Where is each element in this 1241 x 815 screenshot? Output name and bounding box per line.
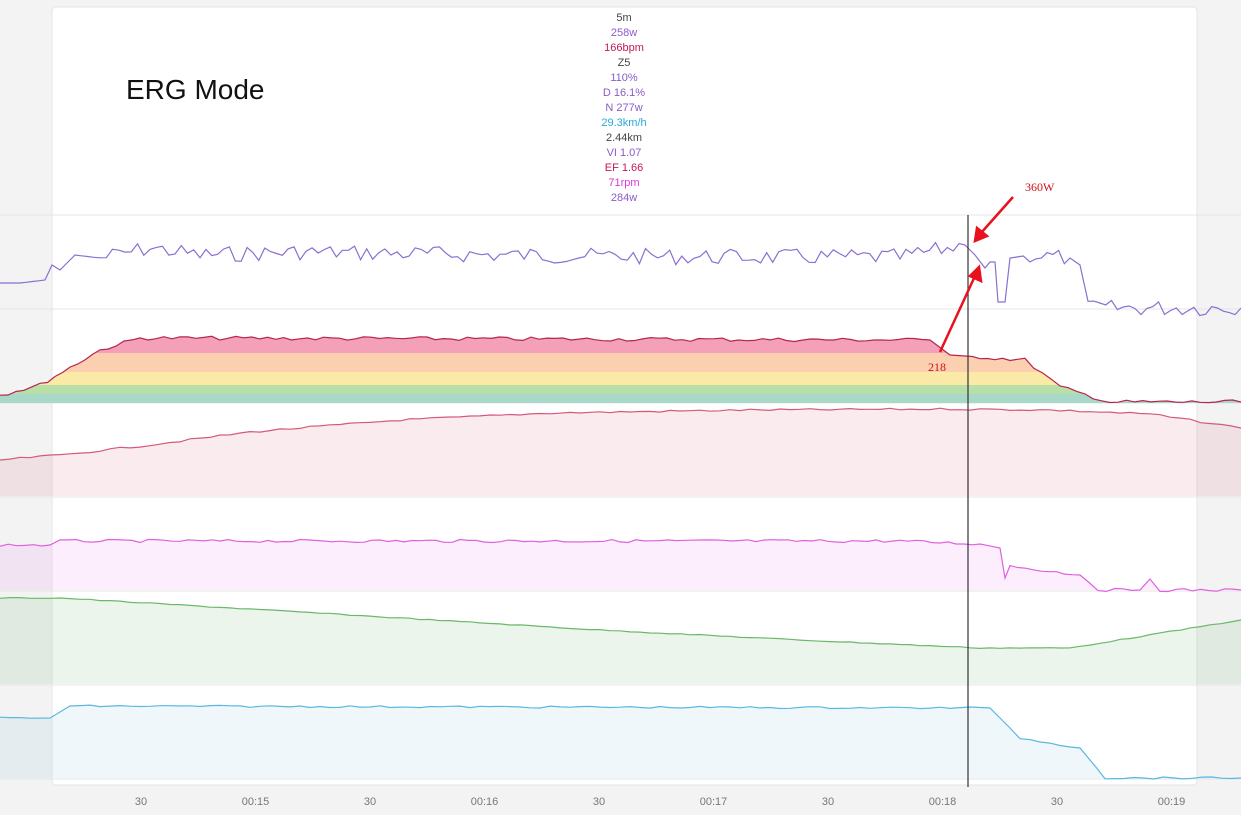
stat: 71rpm xyxy=(608,177,639,189)
panels xyxy=(0,214,1241,780)
x-tick-label: 00:19 xyxy=(1158,796,1186,808)
x-tick-label: 00:17 xyxy=(700,796,728,808)
arrow-line xyxy=(980,196,1014,234)
arrow-head xyxy=(967,264,983,284)
trace-line xyxy=(0,407,1241,461)
zone-band xyxy=(0,353,1241,372)
zone-band xyxy=(0,372,1241,385)
stat: VI 1.07 xyxy=(607,147,642,159)
trace-area xyxy=(0,597,1241,684)
stats-list: 5m 258w 166bpm Z5 110% D 16.1% N 277w 29.3km/h 2… xyxy=(601,12,646,204)
stat: 29.3km/h xyxy=(601,117,646,129)
arrow-head xyxy=(973,225,990,244)
trace-area xyxy=(0,705,1241,779)
stat: 2.44km xyxy=(606,132,642,144)
stat: 166bpm xyxy=(604,42,644,54)
x-tick-label: 00:16 xyxy=(471,796,499,808)
annotation-arrows xyxy=(938,196,1014,353)
mode-title: ERG Mode xyxy=(126,74,265,105)
annotation-label: 360W xyxy=(1025,180,1055,194)
stat: 5m xyxy=(616,12,631,24)
trace-area xyxy=(0,408,1241,496)
x-tick-label: 30 xyxy=(593,796,605,808)
trace-line xyxy=(0,538,1241,593)
trace-line xyxy=(0,597,1241,650)
x-tick-label: 30 xyxy=(822,796,834,808)
stat: 110% xyxy=(610,72,638,84)
x-tick-label: 00:18 xyxy=(929,796,957,808)
x-tick-label: 30 xyxy=(364,796,376,808)
zone-band xyxy=(0,394,1241,403)
stat: 258w xyxy=(611,27,637,39)
stat: D 16.1% xyxy=(603,87,645,99)
arrow-line xyxy=(938,275,977,353)
trace-line xyxy=(0,241,1241,317)
x-tick-label: 30 xyxy=(135,796,147,808)
x-tick-label: 00:15 xyxy=(242,796,270,808)
stat: Z5 xyxy=(618,57,631,69)
x-axis: 30 00:15 30 00:16 30 00:17 30 00:18 30 00:19 xyxy=(135,796,1185,808)
annotation-label: 218 xyxy=(928,360,946,374)
stat: 284w xyxy=(611,192,637,204)
zone-band xyxy=(0,385,1241,394)
x-tick-label: 30 xyxy=(1051,796,1063,808)
stat: EF 1.66 xyxy=(605,162,644,174)
trace-area xyxy=(0,539,1241,592)
trace-line xyxy=(0,704,1241,780)
zone-line xyxy=(0,335,1241,404)
stat: N 277w xyxy=(605,102,642,114)
